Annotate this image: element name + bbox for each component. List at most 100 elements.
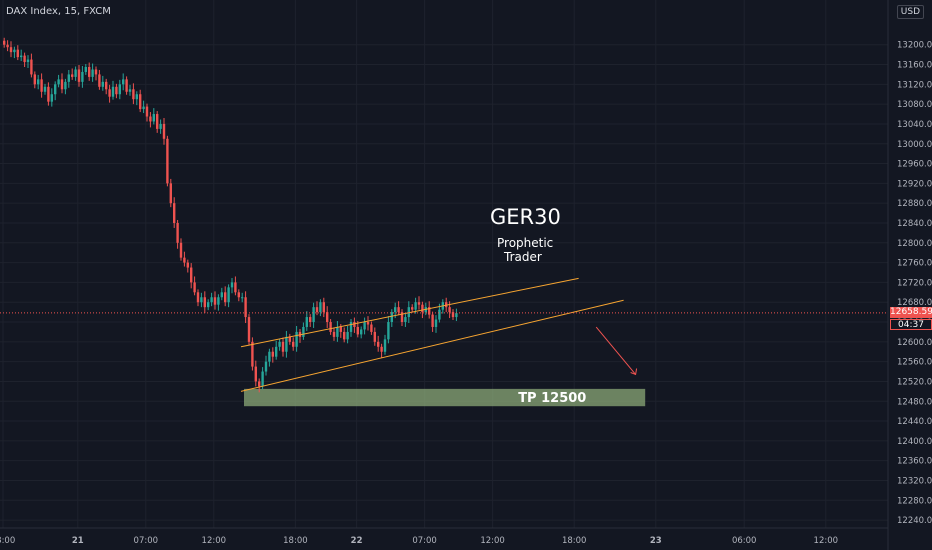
candle xyxy=(332,331,336,337)
candle xyxy=(118,84,121,95)
x-tick-label: 07:00 xyxy=(134,536,159,546)
tp-label: TP 12500 xyxy=(518,390,587,406)
candle xyxy=(217,297,220,305)
y-tick-label: 12520.00 xyxy=(897,377,932,387)
x-tick-label: 12:00 xyxy=(202,536,227,546)
candle xyxy=(322,302,325,313)
candle xyxy=(71,74,74,77)
x-tick-label: 21 xyxy=(72,536,84,546)
candle xyxy=(414,302,417,310)
channel-lower-line xyxy=(240,299,624,392)
candle xyxy=(329,322,332,332)
candle xyxy=(247,317,251,342)
candle xyxy=(438,309,441,320)
candle xyxy=(394,307,397,313)
bar-countdown-tag: 04:37 xyxy=(890,318,932,330)
candle xyxy=(84,66,87,72)
candle xyxy=(227,287,230,303)
candle xyxy=(380,346,383,352)
candle xyxy=(23,55,26,63)
candle xyxy=(251,341,254,367)
candle xyxy=(47,86,50,102)
candle xyxy=(81,71,84,82)
y-tick-label: 12920.00 xyxy=(897,179,932,189)
candle xyxy=(115,86,118,95)
candle xyxy=(183,257,186,263)
candle xyxy=(373,331,376,342)
y-tick-label: 13160.00 xyxy=(897,61,932,71)
candle xyxy=(16,49,19,58)
candle xyxy=(428,307,431,315)
symbol-legend[interactable]: DAX Index, 15, FXCM xyxy=(6,6,111,17)
candle xyxy=(196,292,200,303)
y-tick-label: 12840.00 xyxy=(897,219,932,229)
y-tick-label: 12880.00 xyxy=(897,199,932,209)
candle xyxy=(421,304,424,313)
candle xyxy=(431,314,434,327)
y-tick-label: 12360.00 xyxy=(897,457,932,467)
candle xyxy=(387,322,390,340)
x-tick-label: 12:00 xyxy=(814,536,839,546)
candle xyxy=(77,69,81,82)
candle xyxy=(91,69,94,77)
candle xyxy=(278,341,281,347)
y-tick-label: 12720.00 xyxy=(897,278,932,288)
subtitle-annotation-line1: Prophetic xyxy=(497,236,554,250)
candle xyxy=(315,307,319,313)
candle xyxy=(125,79,128,92)
candle xyxy=(98,74,101,87)
candle xyxy=(207,302,210,308)
candle xyxy=(343,331,346,340)
y-tick-label: 12240.00 xyxy=(897,516,932,526)
x-tick-label: 18:00 xyxy=(0,536,15,546)
candle xyxy=(292,341,295,347)
candle xyxy=(186,262,189,268)
candle xyxy=(363,322,366,330)
candle xyxy=(312,307,315,323)
candle xyxy=(417,302,421,305)
candle xyxy=(360,329,363,335)
candle xyxy=(411,307,414,310)
candle xyxy=(397,307,400,313)
candle xyxy=(258,381,261,387)
y-tick-label: 13080.00 xyxy=(897,100,932,110)
candle xyxy=(20,55,23,58)
candle xyxy=(9,47,13,53)
x-tick-label: 07:00 xyxy=(412,536,437,546)
candle xyxy=(128,89,132,92)
y-tick-label: 12680.00 xyxy=(897,298,932,308)
y-tick-label: 12760.00 xyxy=(897,259,932,269)
tp-zone xyxy=(244,388,646,407)
candle xyxy=(111,86,115,97)
candle xyxy=(237,292,240,298)
y-tick-label: 12800.00 xyxy=(897,239,932,249)
candle xyxy=(122,79,125,85)
target-arrow xyxy=(595,326,636,375)
candle xyxy=(33,74,36,85)
y-tick-label: 12440.00 xyxy=(897,417,932,427)
candle xyxy=(6,44,9,48)
candle xyxy=(105,81,108,90)
x-tick-label: 12:00 xyxy=(480,536,505,546)
y-tick-label: 13200.00 xyxy=(897,41,932,51)
candle xyxy=(451,312,455,318)
candle xyxy=(356,326,359,335)
candle xyxy=(149,116,152,122)
candle xyxy=(407,307,410,318)
candle xyxy=(271,351,274,357)
y-tick-label: 12560.00 xyxy=(897,358,932,368)
x-tick-label: 22 xyxy=(351,536,363,546)
y-tick-label: 12480.00 xyxy=(897,397,932,407)
candle xyxy=(254,366,257,382)
y-tick-label: 12280.00 xyxy=(897,496,932,506)
candle xyxy=(353,322,356,327)
candle xyxy=(288,336,291,342)
candle xyxy=(3,40,6,45)
candle xyxy=(264,361,268,372)
candle xyxy=(190,267,193,283)
y-tick-label: 12320.00 xyxy=(897,476,932,486)
candle xyxy=(220,292,223,298)
candle xyxy=(302,326,305,337)
currency-button[interactable]: USD xyxy=(896,5,924,19)
